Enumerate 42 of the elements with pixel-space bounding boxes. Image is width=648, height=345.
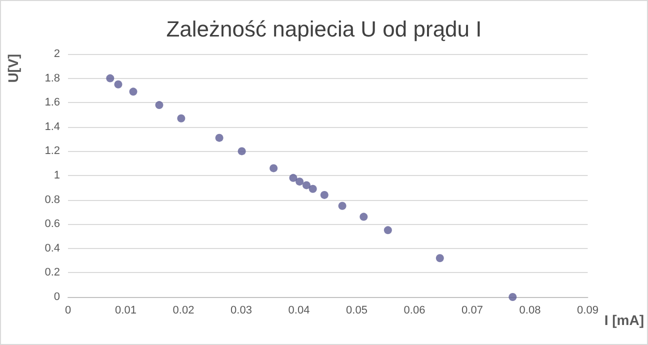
y-tick-label: 0.8 xyxy=(44,194,60,206)
point xyxy=(384,226,392,234)
point xyxy=(129,88,138,96)
x-tick-label: 0.02 xyxy=(172,304,194,316)
point xyxy=(508,293,517,301)
x-tick-label: 0.07 xyxy=(462,304,483,316)
point xyxy=(360,212,368,221)
x-tick-label: 0.05 xyxy=(346,304,368,316)
y-tick-label: 2 xyxy=(54,48,60,60)
point xyxy=(320,190,328,199)
y-tick-label: 0.4 xyxy=(44,242,60,254)
y-tick-label: 1 xyxy=(54,170,60,182)
y-tick-label: 1.6 xyxy=(44,96,60,109)
point xyxy=(114,80,122,88)
x-tick-label: 0.03 xyxy=(230,304,252,316)
y-axis-title: U[V] xyxy=(5,54,21,83)
point xyxy=(155,101,164,110)
x-tick-label: 0.04 xyxy=(288,304,310,316)
point xyxy=(302,181,310,190)
point xyxy=(270,164,278,172)
point xyxy=(308,184,317,193)
x-tick-label: 0.08 xyxy=(519,304,541,316)
point xyxy=(177,114,186,122)
chart-title: Zależność napiecia U od prądu I xyxy=(166,16,482,42)
y-tick-label: 0.6 xyxy=(44,218,60,230)
point xyxy=(215,134,224,142)
point xyxy=(238,147,246,156)
y-tick-label: 1.8 xyxy=(44,72,60,84)
y-tick-label: 1.2 xyxy=(44,145,60,158)
y-tick-label: 1.4 xyxy=(44,120,60,133)
point xyxy=(338,202,346,210)
x-tick-label: 0.09 xyxy=(577,304,598,316)
x-axis-title: I [mA] xyxy=(604,312,644,328)
point xyxy=(296,178,304,186)
y-tick-label: 0.2 xyxy=(44,266,60,279)
point xyxy=(436,254,444,262)
x-tick-label: 0 xyxy=(64,304,72,316)
point xyxy=(106,74,114,82)
point xyxy=(289,174,298,182)
x-tick-label: 0.01 xyxy=(115,304,136,316)
y-tick-label: 0 xyxy=(54,291,60,303)
x-tick-label: 0.06 xyxy=(404,304,426,316)
